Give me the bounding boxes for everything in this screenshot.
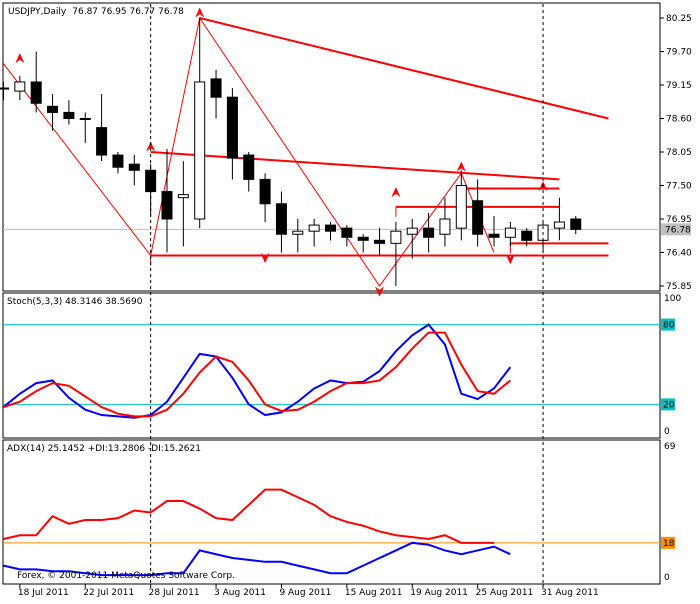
candle-body xyxy=(194,81,206,220)
adx-level-label: 18 xyxy=(663,539,675,549)
candle-body xyxy=(521,230,533,241)
candle-body xyxy=(357,236,369,241)
candle-body xyxy=(390,230,402,244)
candle-body xyxy=(79,118,91,120)
price-tick-label: 76.95 xyxy=(666,215,692,225)
stoch-panel-frame xyxy=(2,292,661,439)
adx-level-tag xyxy=(661,536,675,549)
date-tick-label: 31 Aug 2011 xyxy=(541,588,599,598)
stoch-level-label: 80 xyxy=(663,321,675,331)
date-tick-label: 28 Jul 2011 xyxy=(149,588,200,598)
price-header: USDJPY,Daily 76.87 76.95 76.77 76.78 xyxy=(8,7,184,17)
date-tick-label: 18 Jul 2011 xyxy=(18,588,69,598)
candle-body xyxy=(0,87,9,90)
up-arrow xyxy=(391,186,401,198)
price-tick-label: 75.85 xyxy=(666,282,692,292)
adx-DI-line xyxy=(3,541,511,577)
adx-plot xyxy=(3,488,660,577)
candle-body xyxy=(341,227,353,238)
candle-body xyxy=(488,233,500,238)
adx-ADX-line xyxy=(3,488,494,544)
stoch-plot xyxy=(2,323,660,419)
candle-body xyxy=(325,224,336,232)
up-arrow xyxy=(15,52,25,64)
candle-body xyxy=(472,200,484,235)
candle-body xyxy=(275,203,287,235)
trendline xyxy=(150,151,560,181)
candle-body xyxy=(210,78,222,98)
candle-body xyxy=(455,185,467,229)
adx-tick-label: 69 xyxy=(664,442,676,452)
stoch-tick-label: 100 xyxy=(664,294,681,304)
up-arrow xyxy=(195,7,205,18)
down-arrow xyxy=(505,254,515,265)
price-plot xyxy=(0,7,660,297)
candle-body xyxy=(63,111,75,119)
price-panel-frame xyxy=(2,2,661,292)
price-tick-label: 78.60 xyxy=(666,115,692,125)
current-price-tag xyxy=(661,223,691,236)
axis-labels: 80.25 79.70 79.15 78.60 78.05 77.50 76.95 76.40… xyxy=(18,4,692,598)
candle-body xyxy=(30,81,42,104)
trendline xyxy=(199,17,609,120)
price-tick-label: 79.15 xyxy=(666,81,692,91)
stoch-level-tag xyxy=(661,318,675,331)
current-price-label: 76.78 xyxy=(665,225,691,235)
candle-body xyxy=(439,218,451,235)
price-tick-label: 77.50 xyxy=(666,182,692,192)
stoch-level-tag xyxy=(661,398,675,411)
candle-body xyxy=(243,154,255,180)
candle-body xyxy=(96,127,108,156)
stoch-main-line xyxy=(2,323,512,419)
down-arrow xyxy=(260,252,270,264)
candle-body xyxy=(226,96,238,159)
date-tick-label: 15 Aug 2011 xyxy=(345,588,403,598)
candle-body xyxy=(423,227,435,238)
date-tick-label: 3 Aug 2011 xyxy=(214,588,266,598)
candle-body xyxy=(112,154,124,168)
stoch-title: Stoch(5,3,3) 48.3146 38.5690 xyxy=(7,297,143,307)
price-tick-label: 78.05 xyxy=(666,148,692,158)
candle-body xyxy=(259,178,271,205)
price-tick-label: 76.40 xyxy=(666,249,692,259)
candle-body xyxy=(308,224,320,232)
candle-body xyxy=(374,239,386,244)
price-tick-label: 80.25 xyxy=(666,14,692,24)
candle-body xyxy=(47,105,59,113)
copyright-text: Forex, © 2001-2011 MetaQuotes Software C… xyxy=(17,571,235,581)
stoch-tick-label: 0 xyxy=(664,427,670,437)
candle-body xyxy=(128,163,140,171)
date-tick-label: 9 Aug 2011 xyxy=(279,588,331,598)
down-arrow xyxy=(374,286,385,297)
stoch-level-label: 20 xyxy=(663,400,675,410)
candle-body xyxy=(406,227,418,235)
price-tick-label: 79.70 xyxy=(666,48,692,58)
up-arrow xyxy=(456,161,466,172)
adx-title: ADX(14) 25.1452 +DI:13.2806 -DI:15.2621 xyxy=(7,444,201,454)
candle-body xyxy=(553,221,565,229)
candle-body xyxy=(177,194,189,199)
candle-body xyxy=(292,230,304,235)
candle-body xyxy=(504,227,516,238)
stoch-signal-line xyxy=(3,331,511,418)
date-tick-label: 25 Aug 2011 xyxy=(476,588,534,598)
date-tick-label: 19 Aug 2011 xyxy=(410,588,468,598)
adx-tick-label: 0 xyxy=(664,573,670,583)
candle-body xyxy=(570,218,582,230)
adx-panel-frame xyxy=(2,439,661,585)
date-tick-label: 22 Jul 2011 xyxy=(83,588,134,598)
candle-body xyxy=(161,191,173,220)
candle-body xyxy=(14,81,26,92)
up-arrow xyxy=(146,141,156,152)
